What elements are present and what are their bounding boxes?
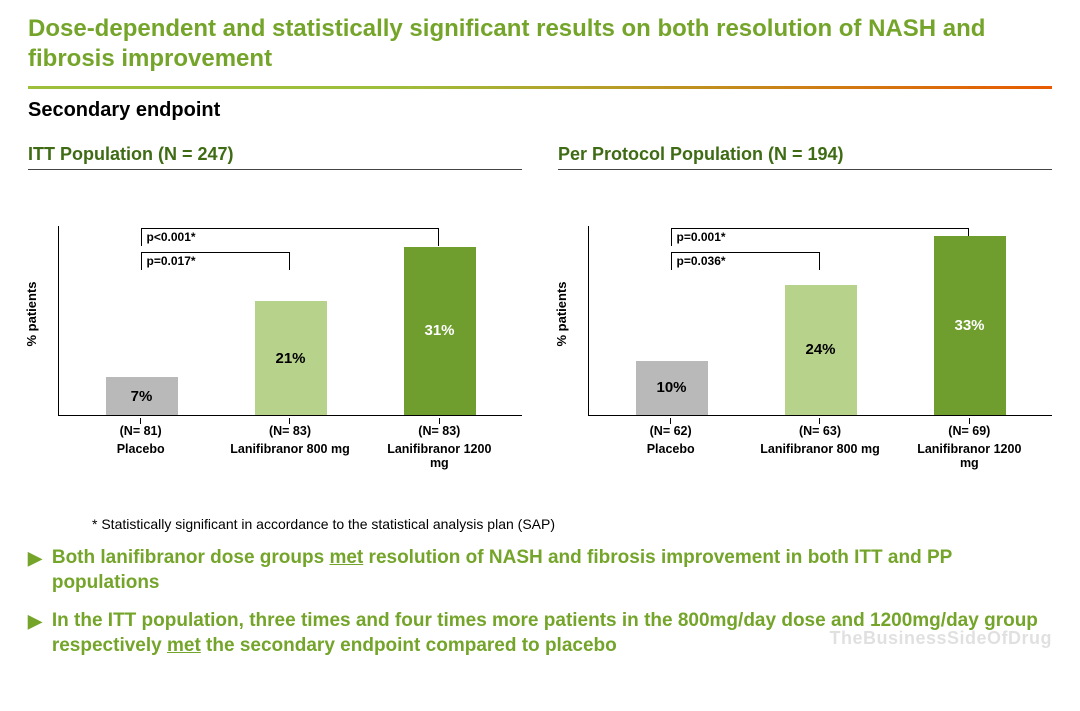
bullets: ▶ Both lanifibranor dose groups met reso… <box>28 546 1052 659</box>
xtick: (N= 81)Placebo <box>81 416 201 470</box>
bar: 24% <box>785 285 857 415</box>
triangle-icon: ▶ <box>28 546 42 595</box>
chart-itt: % patients p=0.017*p<0.001* 7%21%31% (N=… <box>28 226 522 506</box>
xtick: (N= 83)Lanifibranor 800 mg <box>230 416 350 470</box>
bullet-text-2: In the ITT population, three times and f… <box>52 609 1052 658</box>
plot-itt: 7% 21% 31% <box>58 226 522 416</box>
bar: 31% <box>404 247 476 415</box>
panel-title-itt: ITT Population (N = 247) <box>28 144 522 170</box>
bullet-2-u: met <box>167 635 201 656</box>
ylabel-pp: % patients <box>554 281 569 346</box>
xtick: (N= 62)Placebo <box>611 416 731 470</box>
bullet-1-u: met <box>329 547 363 568</box>
bar: 7% <box>106 377 178 415</box>
xtick: (N= 63)Lanifibranor 800 mg <box>760 416 880 470</box>
subhead: Secondary endpoint <box>28 99 1052 122</box>
panel-itt: ITT Population (N = 247) % patients p=0.… <box>28 144 522 506</box>
bar-value: 24% <box>805 341 835 358</box>
bar-value: 21% <box>275 350 305 367</box>
ylabel-itt: % patients <box>24 281 39 346</box>
panels: ITT Population (N = 247) % patients p=0.… <box>28 144 1052 506</box>
plot-pp: 10% 24% 33% <box>588 226 1052 416</box>
panel-title-pp: Per Protocol Population (N = 194) <box>558 144 1052 170</box>
footnote: * Statistically significant in accordanc… <box>92 516 1052 532</box>
slide-title: Dose-dependent and statistically signifi… <box>28 14 1052 74</box>
bar-value: 33% <box>954 317 984 334</box>
triangle-icon: ▶ <box>28 609 42 658</box>
bullet-text-1: Both lanifibranor dose groups met resolu… <box>52 546 1052 595</box>
bar: 10% <box>636 361 708 415</box>
bar-value: 31% <box>424 322 454 339</box>
panel-pp: Per Protocol Population (N = 194) % pati… <box>558 144 1052 506</box>
bullet-2: ▶ In the ITT population, three times and… <box>28 609 1052 658</box>
xtick: (N= 69)Lanifibranor 1200 mg <box>909 416 1029 470</box>
slide: Dose-dependent and statistically signifi… <box>0 0 1080 711</box>
bar-value: 10% <box>656 379 686 396</box>
bullet-2-post: the secondary endpoint compared to place… <box>201 635 617 656</box>
xaxis-itt: (N= 81)Placebo (N= 83)Lanifibranor 800 mg… <box>58 416 522 470</box>
bullet-1: ▶ Both lanifibranor dose groups met reso… <box>28 546 1052 595</box>
bar: 21% <box>255 301 327 415</box>
divider <box>28 86 1052 89</box>
bar-value: 7% <box>131 388 153 405</box>
bullet-1-pre: Both lanifibranor dose groups <box>52 547 330 568</box>
chart-pp: % patients p=0.036*p=0.001* 10%24%33% (N… <box>558 226 1052 506</box>
xaxis-pp: (N= 62)Placebo (N= 63)Lanifibranor 800 mg… <box>588 416 1052 470</box>
bar: 33% <box>934 236 1006 415</box>
xtick: (N= 83)Lanifibranor 1200 mg <box>379 416 499 470</box>
